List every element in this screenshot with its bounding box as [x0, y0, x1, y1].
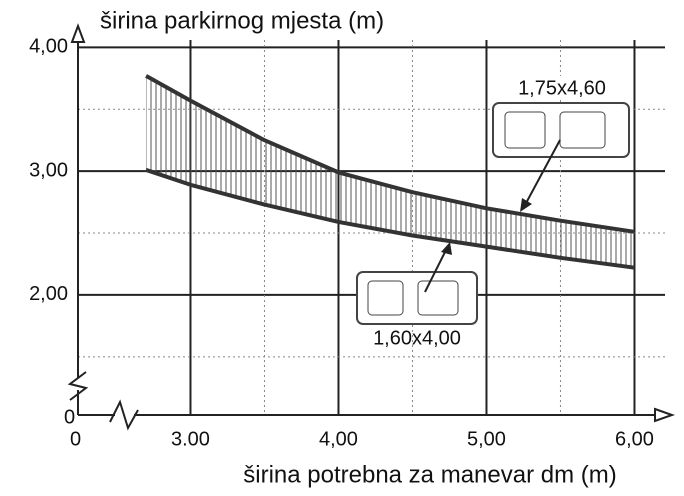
pointer-arrowhead [520, 198, 532, 212]
x-tick-label: 4,00 [319, 428, 358, 450]
x-origin-label: 0 [70, 428, 81, 450]
x-tick-label: 6,00 [615, 428, 654, 450]
x-axis-label: širina potrebna za manevar dm (m) [243, 461, 616, 488]
chart: širina parkirnog mjesta (m) širina potre… [0, 0, 684, 496]
y-tick-label: 3,00 [29, 159, 68, 181]
y-tick-label: 2,00 [29, 283, 68, 305]
series-label: 1,75x4,60 [518, 77, 606, 99]
car-icon [357, 272, 477, 324]
car-icon [493, 103, 629, 157]
x-tick-label: 3.00 [171, 428, 210, 450]
pointer-arrowhead [441, 242, 452, 255]
y-arrow [72, 26, 84, 42]
x-arrow [655, 409, 672, 421]
axis-break [110, 402, 138, 428]
x-tick-label: 5,00 [467, 428, 506, 450]
chart-title: širina parkirnog mjesta (m) [100, 7, 384, 34]
y-origin-label: 0 [64, 406, 75, 428]
y-tick-label: 4,00 [29, 36, 68, 58]
series-label: 1,60x4,00 [373, 327, 461, 349]
